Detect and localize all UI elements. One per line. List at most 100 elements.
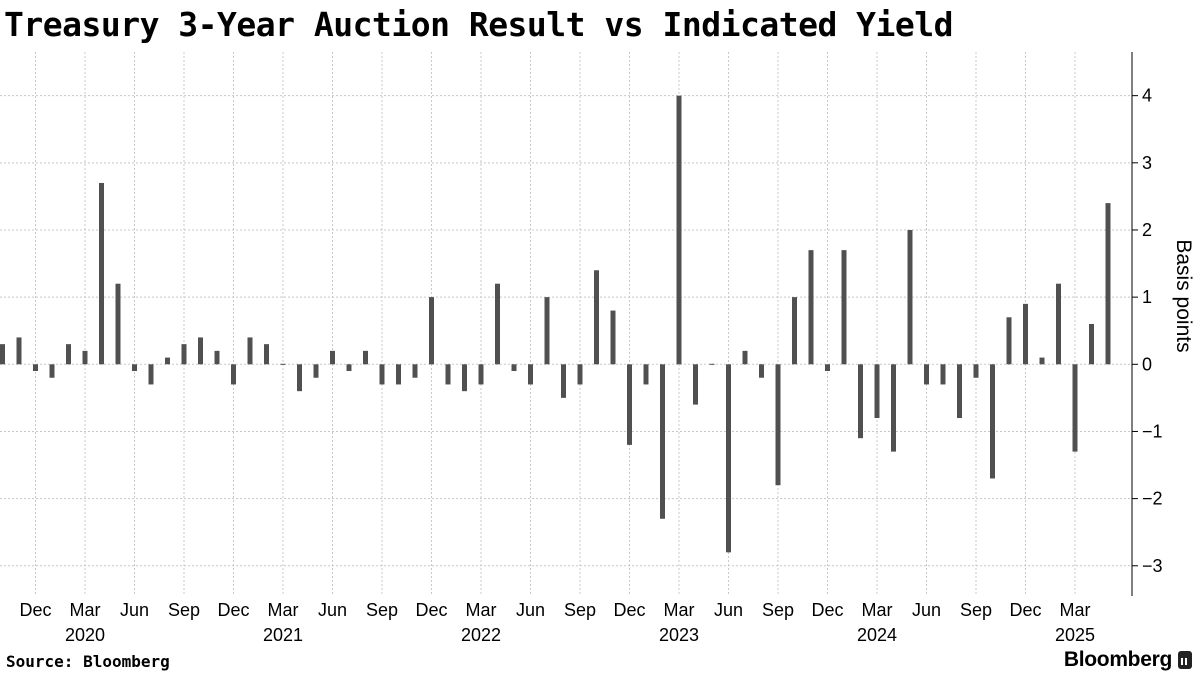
bar <box>957 364 962 419</box>
bar <box>726 364 731 553</box>
bar <box>973 364 979 378</box>
bar <box>363 350 368 365</box>
bar <box>858 364 863 439</box>
bar <box>643 364 649 385</box>
bar <box>396 364 401 385</box>
y-axis-title: Basis points <box>1172 239 1195 352</box>
x-tick-label: Dec <box>1009 600 1041 620</box>
chart-title: Treasury 3-Year Auction Result vs Indica… <box>4 5 954 44</box>
x-year-label: 2024 <box>857 625 897 645</box>
bar <box>429 297 434 365</box>
y-tick-label: −3 <box>1142 556 1163 576</box>
bar <box>610 310 616 365</box>
x-year-label: 2025 <box>1055 625 1095 645</box>
bar <box>99 182 104 365</box>
bar <box>379 364 385 385</box>
bar <box>330 350 335 365</box>
bar <box>742 350 748 365</box>
x-year-label: 2021 <box>263 625 303 645</box>
bar <box>594 270 599 365</box>
bar <box>627 364 632 445</box>
y-tick-label: 0 <box>1142 354 1152 374</box>
bar <box>445 364 451 385</box>
bar <box>1039 357 1045 365</box>
bar <box>528 364 533 385</box>
bar <box>759 364 764 378</box>
bar <box>478 364 484 385</box>
bar <box>264 344 269 365</box>
x-tick-label: Mar <box>664 600 695 620</box>
bar <box>66 344 71 365</box>
brand-wordmark: Bloomberg <box>1063 648 1172 671</box>
bar <box>247 337 253 365</box>
bar <box>577 364 583 385</box>
bar <box>346 364 352 372</box>
brand-logo: Bloomberg <box>1064 648 1192 672</box>
x-tick-label: Mar <box>466 600 497 620</box>
bar <box>660 364 665 519</box>
bar <box>709 363 715 365</box>
bar <box>891 364 896 452</box>
bar <box>924 364 929 385</box>
bar <box>825 364 830 372</box>
bar <box>775 364 781 486</box>
bar <box>115 283 121 365</box>
y-tick-label: 4 <box>1142 86 1152 106</box>
bar <box>676 95 682 365</box>
y-tick-label: 1 <box>1142 287 1152 307</box>
bar <box>49 364 55 378</box>
x-tick-label: Jun <box>714 600 743 620</box>
bar <box>214 350 220 365</box>
x-tick-label: Mar <box>862 600 893 620</box>
bar <box>165 357 170 365</box>
x-tick-label: Sep <box>168 600 200 620</box>
bar <box>198 337 203 365</box>
x-tick-label: Sep <box>366 600 398 620</box>
bar <box>544 297 550 365</box>
bar <box>462 364 467 392</box>
x-tick-label: Jun <box>516 600 545 620</box>
x-year-label: 2023 <box>659 625 699 645</box>
x-tick-label: Dec <box>19 600 51 620</box>
y-tick-label: −2 <box>1142 489 1163 509</box>
bar <box>1089 324 1094 365</box>
bar <box>82 350 88 365</box>
x-tick-label: Jun <box>120 600 149 620</box>
bar <box>412 364 418 378</box>
x-tick-label: Sep <box>762 600 794 620</box>
bar <box>132 364 137 372</box>
x-year-label: 2022 <box>461 625 501 645</box>
bar <box>907 229 913 365</box>
x-tick-label: Dec <box>613 600 645 620</box>
bar <box>990 364 995 479</box>
bar <box>874 364 880 419</box>
bar <box>940 364 946 385</box>
bar <box>280 363 286 365</box>
bar <box>792 297 797 365</box>
x-year-label: 2020 <box>65 625 105 645</box>
bar <box>561 364 566 398</box>
bar <box>1023 303 1028 365</box>
bar <box>1056 283 1061 365</box>
bar <box>0 344 5 365</box>
bar <box>181 344 187 365</box>
bar <box>297 364 302 392</box>
bar <box>33 364 38 372</box>
bar <box>495 283 500 365</box>
x-tick-label: Mar <box>268 600 299 620</box>
bar <box>16 337 22 365</box>
x-tick-label: Dec <box>415 600 447 620</box>
bloomberg-terminal-icon <box>1178 651 1192 669</box>
y-tick-label: 3 <box>1142 153 1152 173</box>
y-tick-label: 2 <box>1142 220 1152 240</box>
source-note: Source: Bloomberg <box>6 652 170 671</box>
bar <box>808 250 814 365</box>
bar <box>1072 364 1078 452</box>
x-tick-label: Jun <box>912 600 941 620</box>
x-tick-label: Dec <box>217 600 249 620</box>
bar <box>1006 317 1012 365</box>
x-tick-label: Dec <box>811 600 843 620</box>
bar <box>1105 203 1111 365</box>
y-tick-label: −1 <box>1142 421 1163 441</box>
